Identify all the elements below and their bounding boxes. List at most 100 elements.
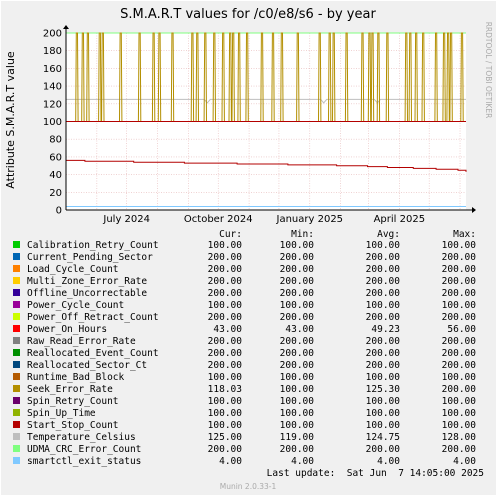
legend-value: 200.00: [442, 384, 477, 395]
legend-value: 200.00: [442, 264, 477, 275]
legend-value: 200.00: [208, 288, 243, 299]
legend-value: 100.00: [280, 408, 315, 419]
y-tick-label: 180: [43, 46, 62, 57]
y-tick-label: 140: [43, 82, 62, 93]
legend-value: 100.00: [208, 396, 243, 407]
legend-value: 200.00: [280, 312, 315, 323]
legend-value: 200.00: [366, 348, 401, 359]
legend-value: 100.00: [366, 240, 401, 251]
legend-swatch: [13, 313, 20, 320]
series-line-power-on-hours: [66, 159, 467, 172]
legend-value: 100.00: [208, 372, 243, 383]
y-tick-label: 200: [43, 29, 62, 40]
legend-swatch: [13, 445, 20, 452]
legend-value: 100.00: [366, 300, 401, 311]
legend-value: 100.00: [442, 372, 477, 383]
legend-value: 100.00: [442, 408, 477, 419]
legend-value: 125.00: [208, 432, 243, 443]
legend-value: 100.00: [280, 300, 315, 311]
y-tick-labels: 0 20 40 60 80 100 120 140 160 180 200: [43, 29, 62, 217]
y-tick-label: 160: [43, 64, 62, 75]
legend-value: 100.00: [280, 396, 315, 407]
legend-value: 100.00: [208, 300, 243, 311]
legend-value: 200.00: [208, 264, 243, 275]
legend-value: 100.00: [280, 240, 315, 251]
legend-series-name: Current_Pending_Sector: [27, 252, 153, 263]
legend-series-name: Temperature_Celsius: [27, 432, 136, 443]
legend-value: 200.00: [366, 252, 401, 263]
legend-series-name: Offline_Uncorrectable: [27, 288, 147, 299]
legend-value: 100.00: [442, 420, 477, 431]
legend-value: 100.00: [208, 420, 243, 431]
legend-value: 200.00: [208, 276, 243, 287]
legend-value: 200.00: [366, 276, 401, 287]
x-axis-arrow: [472, 207, 476, 213]
legend-value: 200.00: [280, 264, 315, 275]
legend-value: 200.00: [280, 252, 315, 263]
legend-series-name: Multi_Zone_Error_Rate: [27, 276, 147, 287]
y-tick-label: 120: [43, 99, 62, 110]
legend-swatch: [13, 325, 20, 332]
legend-value: 200.00: [280, 288, 315, 299]
legend-value: 100.00: [366, 372, 401, 383]
legend-value: 124.75: [366, 432, 400, 443]
legend-value: 200.00: [366, 312, 401, 323]
last-update: Last update: Sat Jun 7 14:05:00 2025: [267, 468, 484, 479]
chart-title: S.M.A.R.T values for /c0/e8/s6 - by year: [120, 7, 376, 22]
legend-swatch: [13, 421, 20, 428]
legend-value: 100.00: [442, 240, 477, 251]
legend-value: 200.00: [208, 360, 243, 371]
legend-value: 128.00: [442, 432, 477, 443]
y-tick-label: 100: [43, 117, 62, 128]
legend-swatch: [13, 373, 20, 380]
legend-value: 100.00: [442, 396, 477, 407]
x-tick-label: July 2024: [102, 214, 150, 225]
rrdtool-side-label: RRDTOOL / TOBI OETIKER: [484, 22, 493, 119]
legend-swatch: [13, 349, 20, 356]
legend-value: 200.00: [208, 336, 243, 347]
legend-value: 200.00: [442, 252, 477, 263]
legend-value: 56.00: [447, 324, 476, 335]
legend-swatch: [13, 361, 20, 368]
legend-value: 43.00: [285, 324, 314, 335]
legend-value: 4.00: [219, 456, 242, 467]
y-axis-label: Attribute S.M.A.R.T value: [4, 51, 17, 189]
legend-value: 100.00: [208, 240, 243, 251]
legend-series-name: Power_On_Hours: [27, 324, 107, 335]
legend-value: 200.00: [280, 276, 315, 287]
legend-value: 100.00: [208, 408, 243, 419]
axes: [63, 25, 476, 213]
legend-column-header: Avg:: [377, 229, 400, 240]
x-tick-label: April 2025: [374, 214, 425, 225]
legend-swatch: [13, 433, 20, 440]
legend-series-name: Spin_Retry_Count: [27, 396, 119, 407]
legend-value: 100.00: [280, 372, 315, 383]
legend-value: 200.00: [442, 348, 477, 359]
legend-value: 200.00: [442, 444, 477, 455]
legend-value: 200.00: [280, 348, 315, 359]
legend-value: 4.00: [377, 456, 400, 467]
legend-series-name: Reallocated_Event_Count: [27, 348, 159, 359]
legend-series-name: Spin_Up_Time: [27, 408, 96, 419]
legend-value: 200.00: [280, 444, 315, 455]
legend-value: 100.00: [366, 408, 401, 419]
legend-value: 200.00: [366, 264, 401, 275]
legend-series-name: Reallocated_Sector_Ct: [27, 360, 147, 371]
legend-value: 200.00: [208, 444, 243, 455]
y-tick-label: 60: [49, 152, 62, 163]
legend-swatch: [13, 457, 20, 464]
x-tick-label: January 2025: [276, 214, 344, 225]
legend-value: 100.00: [366, 396, 401, 407]
legend-value: 100.00: [280, 384, 315, 395]
legend-series-name: Power_Cycle_Count: [27, 300, 124, 311]
legend-column-header: Max:: [453, 229, 476, 240]
legend-value: 200.00: [208, 348, 243, 359]
munin-footer: Munin 2.0.33-1: [220, 482, 277, 491]
legend-value: 49.23: [371, 324, 400, 335]
legend-table: Cur: Min: Avg: Max: Calibration_Retry_Count 1…: [13, 229, 476, 467]
legend-value: 100.00: [280, 420, 315, 431]
legend-series-name: UDMA_CRC_Error_Count: [27, 444, 141, 455]
y-axis-arrow: [63, 25, 69, 29]
legend-swatch: [13, 241, 20, 248]
